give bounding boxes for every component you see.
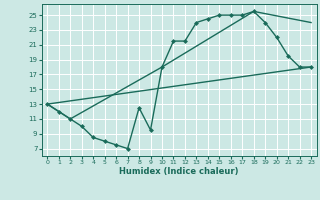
- X-axis label: Humidex (Indice chaleur): Humidex (Indice chaleur): [119, 167, 239, 176]
